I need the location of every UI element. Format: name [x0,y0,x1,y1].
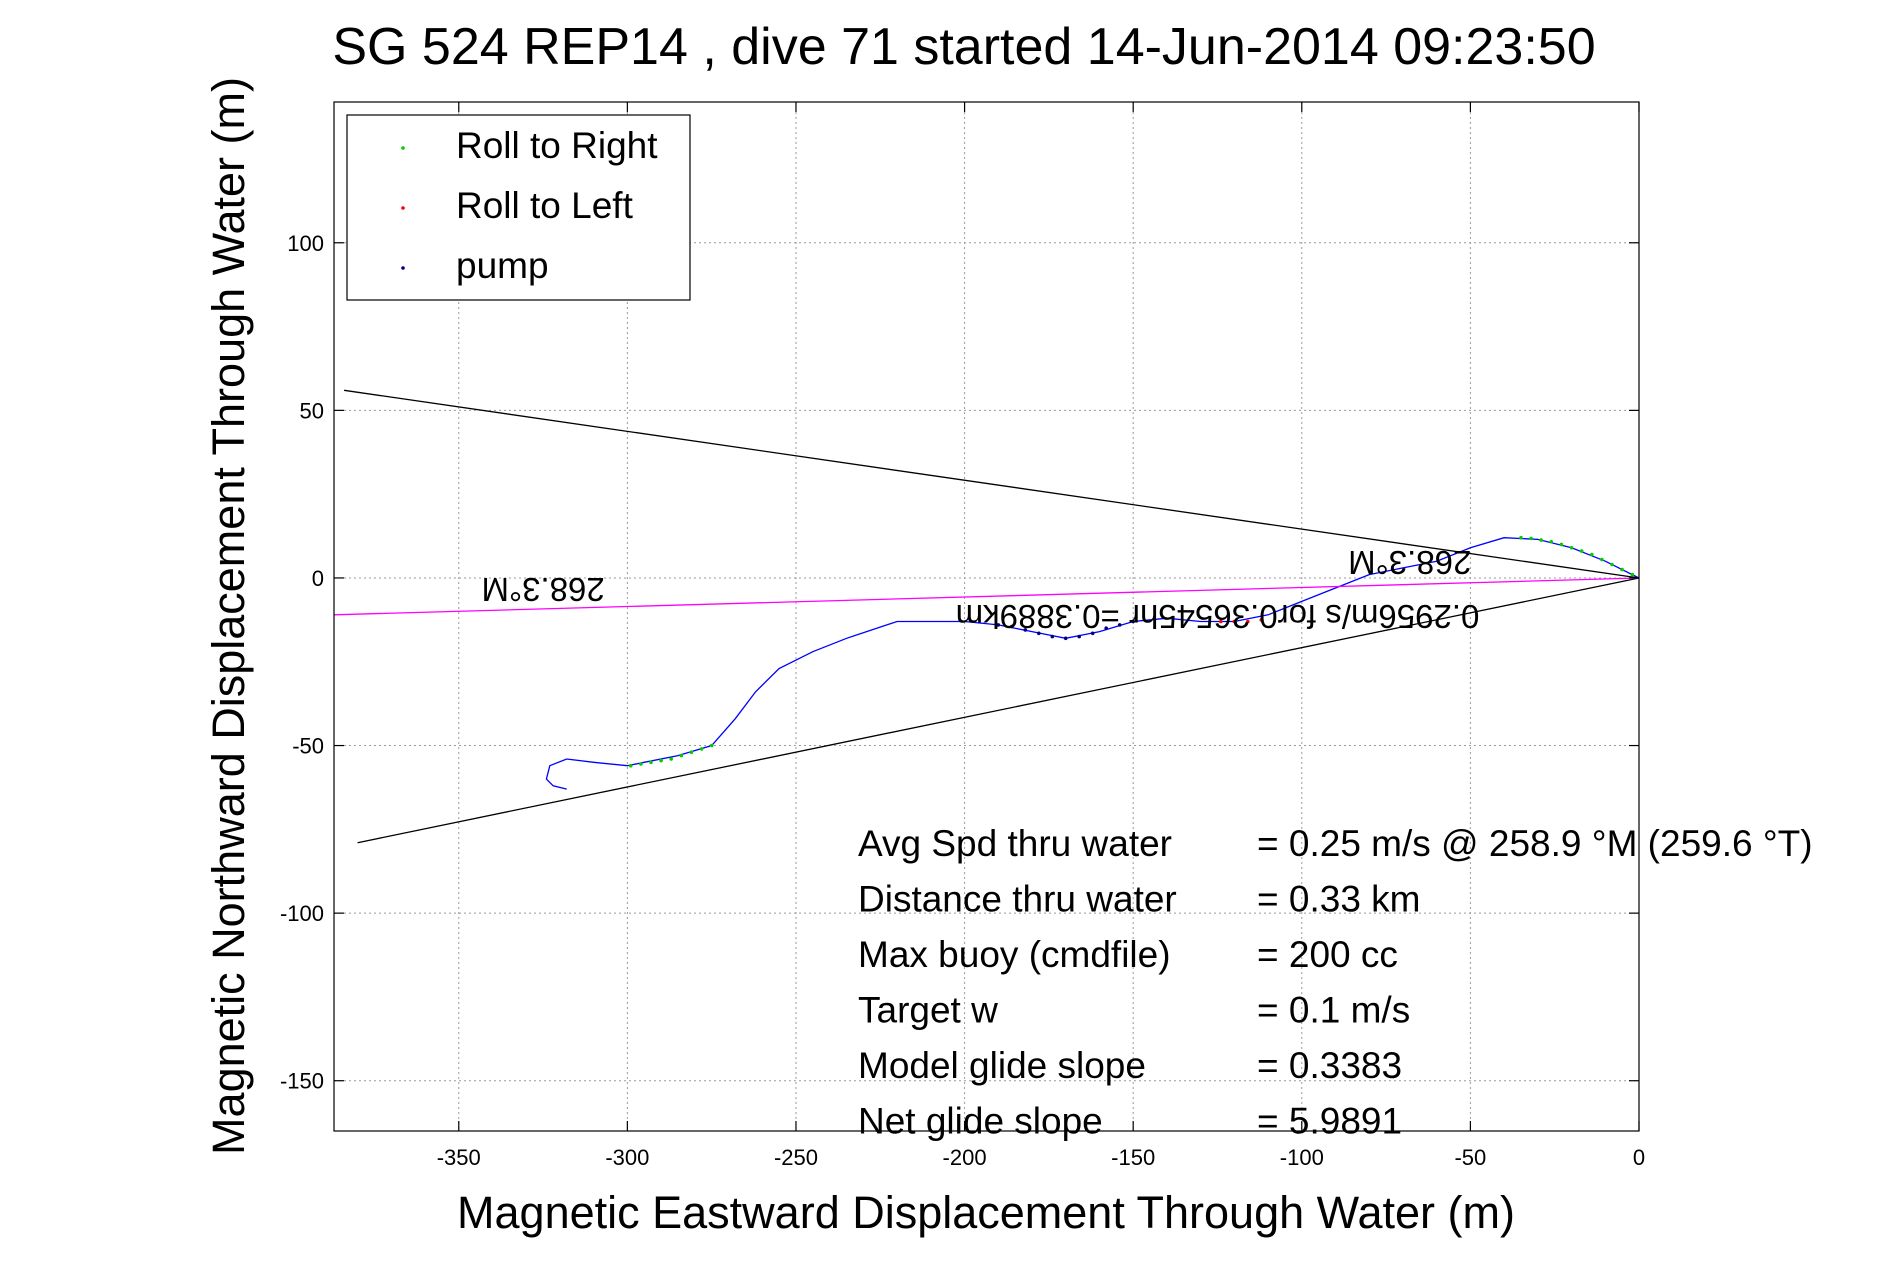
plot-frame [333,101,1640,1132]
roll-right-marker [1559,542,1564,547]
roll-right-marker [1539,538,1543,542]
axis-ticks: -350 -300 -250 -200 -150 -100 -50 0 -150 -100 -50 0… [280,102,1645,1170]
pump-marker [996,623,1001,627]
stat-label: Target w [858,990,998,1031]
stat-label: Distance thru water [858,879,1177,920]
pump-marker [1063,636,1068,641]
stat-value: = 5.9891 [1257,1101,1402,1142]
roll-right-marker [628,763,633,768]
x-tick-label: -50 [1454,1145,1486,1170]
pump-marker [1050,634,1055,639]
stat-label: Avg Spd thru water [858,823,1172,864]
y-tick-label: -150 [280,1069,324,1094]
series-line-2 [357,577,1640,844]
annotation-1: 268.3°M [1348,544,1471,581]
pump-marker [1104,626,1108,630]
roll-right-marker [1569,546,1574,550]
roll-left-marker [1232,619,1237,624]
stat-value: = 0.1 m/s [1257,990,1410,1031]
legend: Roll to Right Roll to Left pump [346,114,691,301]
annotation-group: 268.3°M 268.3°M 0.2956m/s for0.36545hr =0.… [481,544,1479,635]
series-line-1 [344,389,1640,579]
roll-right-marker [659,758,663,763]
pump-marker [1023,628,1028,632]
roll-left-marker [1219,619,1223,624]
x-tick-label: -200 [943,1145,987,1170]
stats-block: Avg Spd thru water = 0.25 m/s @ 258.9 °M … [858,823,1813,1142]
x-axis-label: Magnetic Eastward Displacement Through W… [457,1187,1515,1238]
legend-label: pump [456,245,549,286]
annotation-2: 0.2956m/s for0.36545hr =0.3889km [956,598,1480,635]
roll-right-marker [1549,540,1554,544]
pump-marker [1131,619,1135,624]
stat-value: = 200 cc [1257,934,1398,975]
stat-label: Net glide slope [858,1101,1103,1142]
legend-marker [401,146,405,150]
legend-marker [401,266,405,270]
x-tick-label: 0 [1633,1145,1645,1170]
roll-right-marker [689,750,694,754]
legend-label: Roll to Left [456,185,634,226]
y-axis-label: Magnetic Northward Displacement Through … [203,77,254,1155]
pump-marker [1077,634,1081,639]
roll-right-marker [639,762,643,766]
roll-left-marker [1246,619,1250,624]
y-tick-label: -100 [280,901,324,926]
chart-title: SG 524 REP14 , dive 71 started 14-Jun-20… [332,18,1595,76]
pump-marker [1010,624,1014,629]
roll-left-marker [1259,618,1264,622]
stat-label: Max buoy (cmdfile) [858,934,1171,975]
y-tick-label: 50 [300,398,324,423]
stat-value: = 0.25 m/s @ 258.9 °M (259.6 °T) [1257,823,1813,864]
roll-right-marker [649,760,653,765]
x-tick-label: -150 [1111,1145,1155,1170]
roll-right-marker [669,757,673,761]
pump-marker [1090,631,1095,636]
roll-right-marker [1529,536,1533,541]
y-tick-label: 0 [312,566,324,591]
annotation-0: 268.3°M [481,571,604,608]
legend-marker [401,206,405,210]
y-tick-label: -50 [292,734,324,759]
roll-right-marker [1519,535,1523,540]
x-tick-label: -300 [605,1145,649,1170]
roll-right-marker [1590,552,1594,557]
series-line-3 [333,577,1640,616]
roll-right-marker [699,747,704,751]
roll-right-marker [1630,572,1635,577]
roll-right-marker [1610,562,1614,567]
roll-right-marker [1579,549,1584,553]
x-tick-label: -250 [774,1145,818,1170]
stat-label: Model glide slope [858,1045,1146,1086]
stat-value: = 0.33 km [1257,879,1421,920]
x-tick-label: -350 [437,1145,481,1170]
y-tick-label: 100 [287,231,324,256]
marker-group [628,535,1635,768]
legend-label: Roll to Right [456,125,658,166]
roll-right-marker [709,743,714,748]
roll-right-marker [1620,567,1624,572]
pump-marker [1037,631,1041,636]
roll-right-marker [1600,557,1604,562]
x-tick-label: -100 [1280,1145,1324,1170]
pump-marker [1117,623,1122,627]
stat-value: = 0.3383 [1257,1045,1402,1086]
roll-right-marker [679,753,684,758]
